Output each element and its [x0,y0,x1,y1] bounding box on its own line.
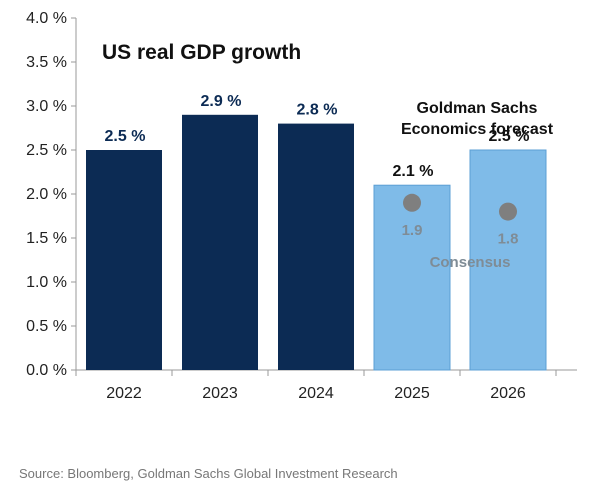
consensus-marker-2026 [499,202,517,221]
x-tick-label: 2022 [106,385,142,402]
consensus-value-2025: 1.9 [402,222,423,239]
y-tick-label: 1.0 % [26,274,67,291]
x-tick-label: 2025 [394,385,430,402]
y-axis: 0.0 % 0.5 % 1.0 % 1.5 % 2.0 % 2.5 % 3.0 % 3.5 %… [26,10,77,379]
source-note: Source: Bloomberg, Goldman Sachs Global … [19,466,398,481]
y-tick-label: 0.5 % [26,318,67,335]
x-tick-label: 2024 [298,385,334,402]
value-label-2023: 2.9 % [201,93,242,110]
y-tick-label: 2.0 % [26,186,67,203]
bar-2022 [86,150,162,370]
x-axis: 2022 2023 2024 2025 2026 [75,369,577,402]
forecast-annotation: Goldman Sachs Economics forecast [401,100,554,138]
bar-2026 [469,149,547,371]
y-tick-label: 0.0 % [26,362,67,379]
y-tick-label: 3.5 % [26,54,67,71]
y-tick-label: 2.5 % [26,142,67,159]
bar-2023 [182,114,258,370]
bar-2025 [373,184,451,371]
y-tick-label: 3.0 % [26,98,67,115]
y-tick-label: 4.0 % [26,10,67,27]
y-tick-label: 1.5 % [26,230,67,247]
bar-2024 [278,123,354,370]
forecast-annotation-line: Goldman Sachs [417,100,538,117]
x-tick-label: 2026 [490,385,526,402]
consensus-value-2026: 1.8 [498,231,519,248]
value-label-2022: 2.5 % [105,128,146,145]
value-label-2026: 2.5 % [489,128,530,145]
consensus-label: Consensus [430,254,511,271]
value-label-2024: 2.8 % [297,102,338,119]
forecast-annotation-line: Economics forecast [401,121,554,138]
chart-title: US real GDP growth [102,41,301,64]
consensus-markers: 1.9 1.8 Consensus [402,193,519,271]
bars [86,114,547,371]
value-label-2025: 2.1 % [393,163,434,180]
consensus-marker-2025 [403,193,421,212]
x-tick-label: 2023 [202,385,238,402]
value-labels: 2.5 % 2.9 % 2.8 % 2.1 % 2.5 % [105,93,530,180]
